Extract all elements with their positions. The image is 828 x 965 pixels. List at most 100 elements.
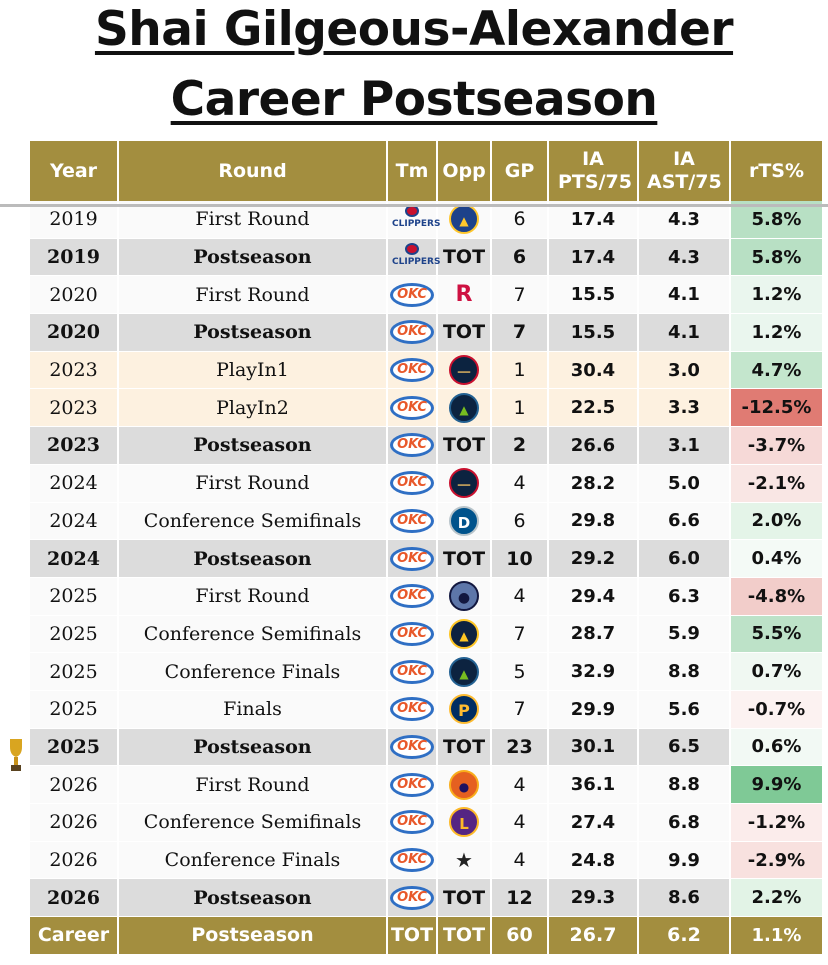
thunder-logo-mark: OKC — [390, 810, 434, 835]
pts-cell: 28.2 — [548, 464, 639, 503]
rts-cell: 5.8% — [730, 238, 822, 277]
opp-cell: TOT — [437, 426, 492, 465]
year-cell: 2024 — [30, 502, 119, 541]
clippers-logo: CLIPPERS — [392, 243, 440, 271]
round-cell: PlayIn2 — [118, 388, 388, 428]
thunder-logo-mark: OKC — [390, 508, 434, 533]
pts-cell: 17.4 — [548, 201, 639, 239]
table-row: 2019 Postseason CLIPPERS TOT 6 17.4 4.3 5.8% — [30, 238, 822, 277]
ast-cell: 9.9 — [638, 841, 731, 880]
thunder-logo-mark: OKC — [390, 848, 434, 873]
rts-cell: -1.2% — [730, 803, 822, 842]
table-row: 2019 First Round CLIPPERS ▲ 6 17.4 4.3 5.8% — [30, 201, 822, 239]
gp-cell: 4 — [491, 577, 549, 616]
career-ast-cell: 6.2 — [638, 916, 731, 955]
ast-cell: 3.3 — [638, 388, 731, 428]
team-cell: OKC — [387, 426, 438, 465]
thunder-logo: OKC — [390, 471, 434, 496]
team-cell: OKC — [387, 275, 438, 315]
nuggets-logo-mark: ▲ — [449, 618, 479, 649]
pts-cell: 29.3 — [548, 878, 639, 918]
round-cell: Postseason — [118, 728, 388, 767]
year-cell: 2023 — [30, 388, 119, 428]
page-title-line1: Shai Gilgeous-Alexander — [94, 2, 734, 57]
opp-cell: — — [437, 464, 492, 503]
year-cell: 2025 — [30, 728, 119, 767]
pts-cell: 29.8 — [548, 502, 639, 541]
thunder-logo-mark: OKC — [390, 772, 434, 797]
year-cell: 2019 — [30, 238, 119, 277]
pts-cell: 17.4 — [548, 238, 639, 277]
year-cell: 2025 — [30, 615, 119, 654]
round-cell: First Round — [118, 577, 388, 616]
clippers-logo: CLIPPERS — [392, 205, 440, 233]
team-cell: OKC — [387, 351, 438, 390]
col-opp-header: Opp — [437, 141, 492, 201]
spurs-logo-mark: ★ — [455, 848, 473, 873]
pts-cell: 28.7 — [548, 615, 639, 654]
grizzlies-logo-mark: ● — [449, 581, 479, 612]
opp-cell: ● — [437, 577, 492, 616]
gp-cell: 7 — [491, 690, 549, 729]
round-cell: First Round — [118, 275, 388, 315]
col-round-header: Round — [118, 141, 388, 201]
pts-cell: 24.8 — [548, 841, 639, 880]
table-row: 2026 Conference Semifinals OKC L 4 27.4 6.8 -1.… — [30, 803, 822, 842]
thunder-logo-mark: OKC — [390, 885, 434, 910]
ast-cell: 5.6 — [638, 690, 731, 729]
postseason-table: Year Round Tm Opp GP IA PTS/75 IA AST/75… — [30, 141, 822, 955]
col-pts-label: IA PTS/75 — [558, 148, 632, 193]
ast-cell: 4.1 — [638, 313, 731, 352]
table-row: 2024 First Round OKC — 4 28.2 5.0 -2.1% — [30, 464, 822, 503]
gp-cell: 7 — [491, 313, 549, 352]
ast-cell: 8.8 — [638, 765, 731, 804]
thunder-logo: OKC — [390, 282, 434, 307]
rts-cell: 0.4% — [730, 539, 822, 578]
rockets-logo-mark: R — [455, 281, 473, 307]
rts-cell: -2.9% — [730, 841, 822, 880]
rts-cell: 5.5% — [730, 615, 822, 654]
rts-cell: 1.2% — [730, 313, 822, 352]
pts-cell: 32.9 — [548, 652, 639, 691]
thunder-logo: OKC — [390, 584, 434, 609]
table-row: 2025 Postseason OKC TOT 23 30.1 6.5 0.6% — [30, 728, 822, 767]
pts-cell: 27.4 — [548, 803, 639, 842]
opp-cell: TOT — [437, 728, 492, 767]
rts-cell: 1.2% — [730, 275, 822, 315]
col-ast-label: IA AST/75 — [647, 148, 722, 193]
ast-cell: 8.8 — [638, 652, 731, 691]
rts-cell: 0.7% — [730, 652, 822, 691]
round-cell: First Round — [118, 765, 388, 804]
opp-cell: TOT — [437, 878, 492, 918]
thunder-logo-mark: OKC — [390, 395, 434, 420]
thunder-logo: OKC — [390, 320, 434, 345]
thunder-logo: OKC — [390, 772, 434, 797]
round-cell: PlayIn1 — [118, 351, 388, 390]
table-row: 2023 PlayIn1 OKC — 1 30.4 3.0 4.7% — [30, 351, 822, 390]
table-row: 2025 Conference Finals OKC ▲ 5 32.9 8.8 0.7% — [30, 652, 822, 691]
team-cell: OKC — [387, 502, 438, 541]
opp-cell: ▲ — [437, 388, 492, 428]
rts-cell: 0.6% — [730, 728, 822, 767]
timberwolves-logo: ▲ — [449, 656, 479, 687]
team-cell: OKC — [387, 803, 438, 842]
ast-cell: 6.0 — [638, 539, 731, 578]
rts-cell: 5.8% — [730, 201, 822, 239]
rts-cell: -4.8% — [730, 577, 822, 616]
thunder-logo-mark: OKC — [390, 358, 434, 383]
year-cell: 2023 — [30, 351, 119, 390]
pts-cell: 29.9 — [548, 690, 639, 729]
round-cell: Postseason — [118, 878, 388, 918]
thunder-logo-mark: OKC — [390, 282, 434, 307]
warriors-logo: ▲ — [449, 204, 479, 235]
gp-cell: 4 — [491, 765, 549, 804]
opp-cell: ★ — [437, 841, 492, 880]
table-row: 2020 First Round OKC R 7 15.5 4.1 1.2% — [30, 275, 822, 315]
lakers-logo: L — [449, 807, 479, 838]
opp-cell: R — [437, 275, 492, 315]
career-gp-cell: 60 — [491, 916, 549, 955]
ast-cell: 5.9 — [638, 615, 731, 654]
team-cell: OKC — [387, 652, 438, 691]
thunder-logo: OKC — [390, 395, 434, 420]
table-row: 2020 Postseason OKC TOT 7 15.5 4.1 1.2% — [30, 313, 822, 352]
